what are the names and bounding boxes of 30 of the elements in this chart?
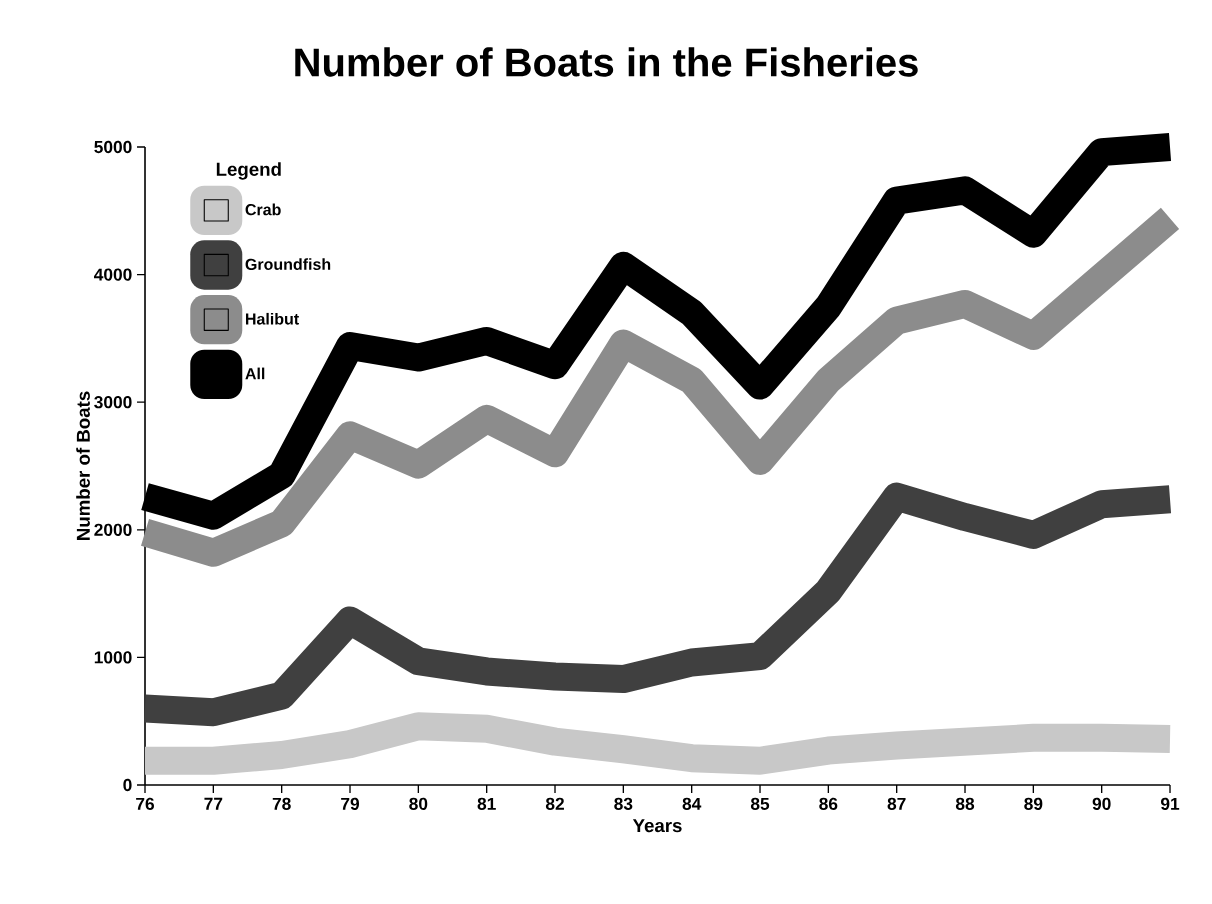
legend-label: All [245,367,265,380]
x-tick-label: 88 [955,797,975,810]
x-tick-label: 90 [1092,797,1111,810]
x-axis-title: Years [632,819,682,833]
legend-label: Groundfish [245,258,331,270]
x-tick-label: 77 [204,797,223,810]
x-tick-label: 89 [1024,797,1043,810]
x-tick-label: 81 [477,797,496,810]
y-tick-label: 1000 [94,651,132,664]
legend-title: Legend [216,162,281,180]
y-tick-label: 4000 [94,268,132,281]
chart-title: Number of Boats in the Fisheries [295,47,918,77]
legend-label: Crab [245,203,281,216]
y-tick-label: 0 [123,778,132,792]
x-tick-label: 82 [545,797,564,810]
x-tick-label: 84 [682,797,702,810]
x-tick-label: 83 [614,797,633,810]
legend-label: Halibut [246,312,299,325]
x-tick-label: 86 [819,797,838,810]
x-tick-label: 78 [272,797,291,810]
y-tick-label: 2000 [94,523,132,536]
x-tick-label: 91 [1160,797,1180,810]
x-tick-label: 87 [887,797,906,810]
x-tick-label: 79 [341,797,359,810]
y-axis-title: Number of Boats [76,391,90,540]
y-tick-label: 3000 [94,396,132,409]
x-tick-label: 85 [750,797,770,810]
y-tick-label: 5000 [94,140,132,154]
x-tick-label: 80 [409,797,428,810]
x-tick-label: 76 [136,797,155,810]
